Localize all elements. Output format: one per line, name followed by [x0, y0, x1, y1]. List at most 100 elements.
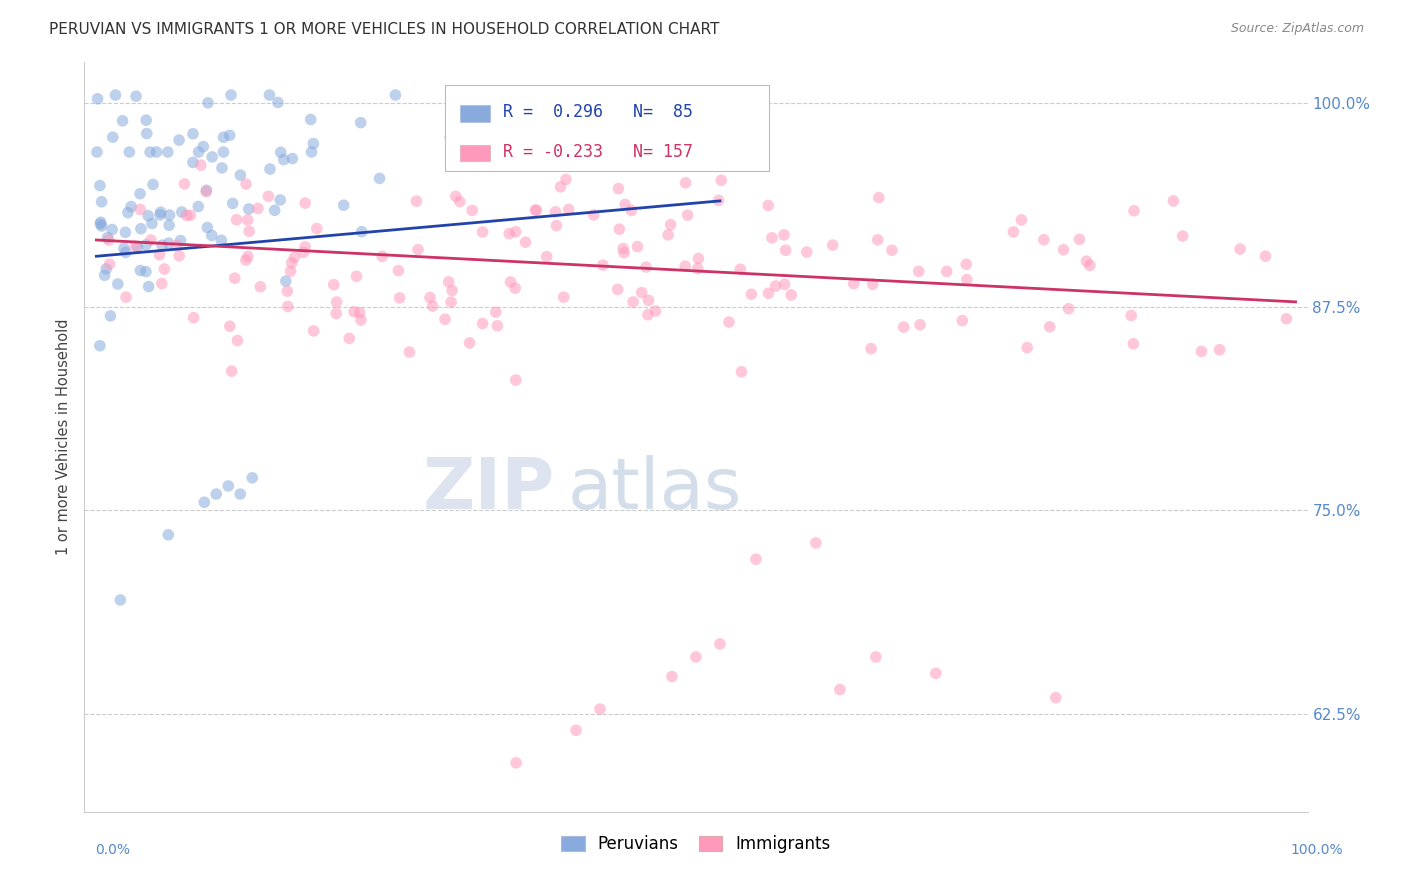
Point — [1052, 243, 1074, 257]
Point — [235, 253, 257, 268]
Point — [225, 212, 247, 227]
Point — [592, 258, 614, 272]
Point — [1032, 233, 1054, 247]
Point — [384, 88, 406, 103]
Point — [350, 225, 373, 239]
Point — [89, 217, 111, 231]
Point — [907, 264, 929, 278]
Point — [773, 227, 796, 242]
Point — [221, 364, 243, 378]
Point — [630, 285, 652, 300]
Point — [1208, 343, 1230, 357]
Point — [112, 242, 135, 256]
Point — [1069, 232, 1091, 246]
Point — [609, 222, 631, 236]
Point — [129, 202, 152, 217]
Point — [659, 218, 682, 232]
FancyBboxPatch shape — [460, 145, 491, 161]
Point — [195, 183, 218, 197]
Point — [1078, 258, 1101, 272]
Point — [166, 238, 188, 252]
Point — [486, 318, 509, 333]
Point — [179, 208, 201, 222]
Point — [183, 310, 205, 325]
Point — [181, 155, 204, 169]
Point — [124, 239, 146, 253]
Point — [221, 196, 243, 211]
Point — [613, 245, 636, 260]
Point — [730, 262, 752, 277]
Point — [170, 205, 193, 219]
Point — [101, 222, 124, 236]
Point — [276, 284, 298, 298]
Point — [173, 177, 195, 191]
Text: 0.0%: 0.0% — [96, 843, 131, 857]
Point — [449, 194, 471, 209]
Point — [148, 248, 170, 262]
Point — [780, 288, 803, 302]
Point — [1229, 242, 1251, 256]
Point — [773, 277, 796, 292]
Point — [368, 171, 391, 186]
Point — [636, 260, 658, 274]
Point — [181, 127, 204, 141]
Point — [89, 178, 111, 193]
Point — [139, 233, 162, 247]
Point — [612, 242, 634, 256]
Point — [1002, 225, 1025, 239]
Point — [343, 304, 366, 318]
Point — [201, 228, 224, 243]
Point — [280, 256, 302, 270]
Point — [730, 365, 752, 379]
Point — [280, 264, 302, 278]
Point — [350, 313, 373, 327]
Point — [86, 145, 108, 159]
Point — [195, 185, 218, 199]
Point — [582, 208, 605, 222]
Point — [607, 181, 630, 195]
Point — [637, 293, 659, 308]
Point — [267, 95, 290, 110]
Point — [305, 221, 328, 235]
Point — [471, 225, 494, 239]
Point — [100, 309, 122, 323]
Point — [1123, 203, 1146, 218]
Point — [503, 281, 526, 295]
Point — [758, 286, 780, 301]
Point — [1017, 341, 1039, 355]
Point — [270, 145, 292, 160]
Point — [672, 144, 695, 158]
Text: R =  0.296   N=  85: R = 0.296 N= 85 — [503, 103, 693, 121]
Point — [145, 145, 167, 159]
Point — [187, 200, 209, 214]
FancyBboxPatch shape — [446, 85, 769, 171]
Point — [880, 244, 903, 258]
Point — [1121, 309, 1143, 323]
Point — [117, 205, 139, 219]
Point — [621, 295, 644, 310]
Point — [536, 250, 558, 264]
Point — [294, 240, 316, 254]
Point — [218, 319, 240, 334]
Point — [717, 315, 740, 329]
Point — [637, 308, 659, 322]
Point — [142, 178, 165, 192]
Point — [120, 200, 142, 214]
Point — [114, 225, 136, 239]
Point — [217, 479, 239, 493]
Point — [277, 300, 299, 314]
Point — [1045, 690, 1067, 705]
Point — [1163, 194, 1185, 208]
Point — [709, 637, 731, 651]
Point — [135, 264, 157, 278]
Point — [1039, 319, 1062, 334]
Point — [325, 295, 347, 310]
Point — [294, 196, 316, 211]
Point — [235, 177, 257, 191]
Point — [676, 208, 699, 222]
Point — [273, 153, 295, 167]
Point — [505, 373, 527, 387]
Point — [499, 275, 522, 289]
Point — [422, 299, 444, 313]
Point — [187, 145, 209, 159]
